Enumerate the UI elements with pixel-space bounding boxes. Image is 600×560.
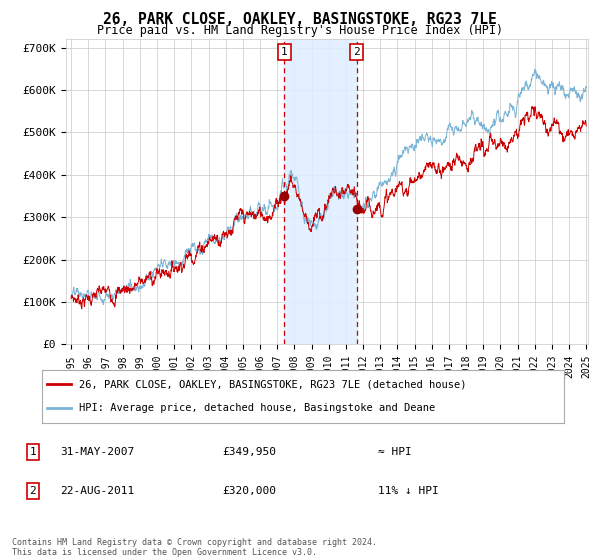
Text: 31-MAY-2007: 31-MAY-2007 bbox=[60, 447, 134, 457]
Text: 11% ↓ HPI: 11% ↓ HPI bbox=[378, 486, 439, 496]
Text: 2: 2 bbox=[353, 47, 360, 57]
Text: £349,950: £349,950 bbox=[222, 447, 276, 457]
Text: 26, PARK CLOSE, OAKLEY, BASINGSTOKE, RG23 7LE: 26, PARK CLOSE, OAKLEY, BASINGSTOKE, RG2… bbox=[103, 12, 497, 27]
Text: HPI: Average price, detached house, Basingstoke and Deane: HPI: Average price, detached house, Basi… bbox=[79, 403, 435, 413]
Text: 2: 2 bbox=[29, 486, 37, 496]
Text: £320,000: £320,000 bbox=[222, 486, 276, 496]
Text: Price paid vs. HM Land Registry's House Price Index (HPI): Price paid vs. HM Land Registry's House … bbox=[97, 24, 503, 36]
Text: Contains HM Land Registry data © Crown copyright and database right 2024.
This d: Contains HM Land Registry data © Crown c… bbox=[12, 538, 377, 557]
Text: 1: 1 bbox=[29, 447, 37, 457]
Text: 1: 1 bbox=[281, 47, 288, 57]
Text: ≈ HPI: ≈ HPI bbox=[378, 447, 412, 457]
Text: 22-AUG-2011: 22-AUG-2011 bbox=[60, 486, 134, 496]
Text: 26, PARK CLOSE, OAKLEY, BASINGSTOKE, RG23 7LE (detached house): 26, PARK CLOSE, OAKLEY, BASINGSTOKE, RG2… bbox=[79, 380, 466, 390]
Bar bbox=[284, 39, 357, 344]
